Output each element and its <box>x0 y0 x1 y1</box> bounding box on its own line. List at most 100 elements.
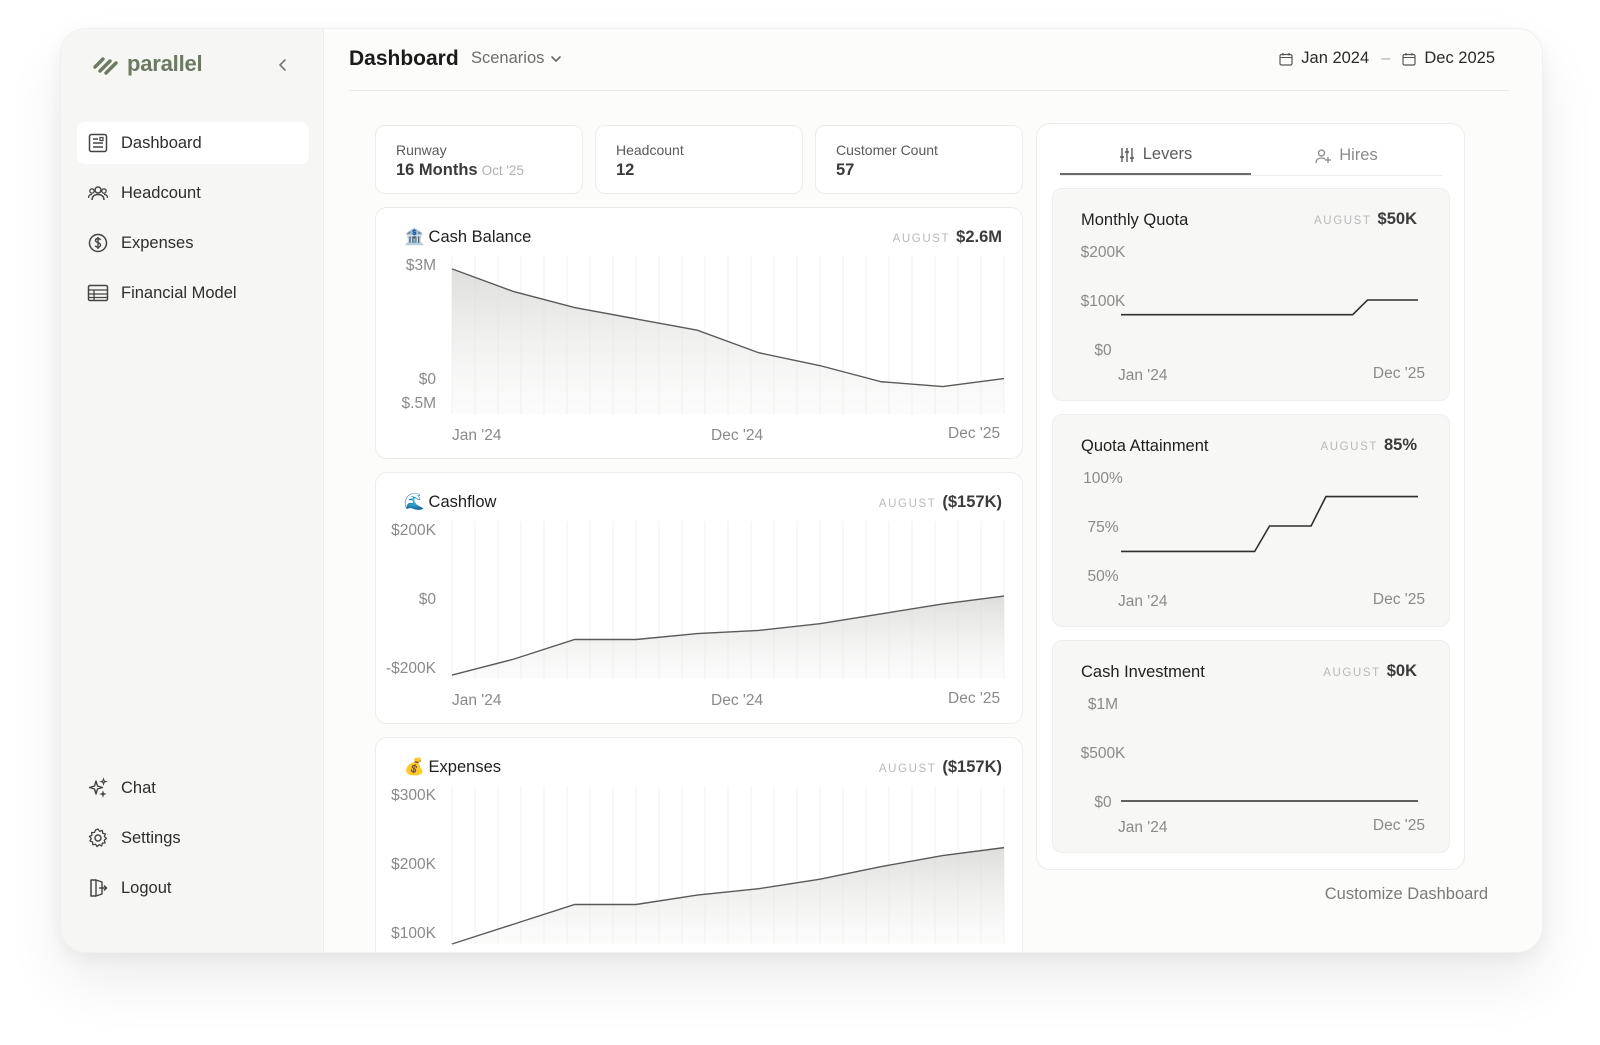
monthly-quota-chart: $200K $100K $0 Jan '24 Dec '25 <box>1081 244 1425 384</box>
levers-panel: Levers Hires Monthly Quota AUGUST $50K $2… <box>1036 123 1465 870</box>
tab-label: Levers <box>1142 145 1193 163</box>
y-tick-label: 75% <box>1087 519 1118 536</box>
sidebar-item-logout[interactable]: Logout <box>77 867 309 909</box>
series-line <box>1121 495 1418 553</box>
sidebar-item-settings[interactable]: Settings <box>77 817 309 859</box>
y-tick-label: $200K <box>1081 244 1126 261</box>
sliders-icon <box>1119 147 1134 162</box>
parallel-logo-icon <box>93 57 118 75</box>
y-tick-label: -$200K <box>386 660 437 677</box>
scenarios-dropdown[interactable]: Scenarios <box>471 49 562 68</box>
tab-hires[interactable]: Hires <box>1251 136 1442 175</box>
x-tick-label: Dec '24 <box>711 427 763 444</box>
stat-sub: Oct '25 <box>481 163 524 178</box>
series-line <box>451 268 1005 388</box>
august-value: AUGUST ($157K) <box>879 493 1002 512</box>
money-bag-icon: 💰 <box>404 758 425 776</box>
sidebar-item-headcount[interactable]: Headcount <box>77 172 309 214</box>
cash-investment-card: Cash Investment AUGUST $0K $1M $500K $0 Jan … <box>1052 640 1450 853</box>
august-value: AUGUST ($157K) <box>879 758 1002 777</box>
collapse-sidebar-button[interactable] <box>273 55 293 75</box>
aug-value: $0K <box>1386 662 1417 680</box>
bank-icon: 🏦 <box>404 228 425 246</box>
date-separator: – <box>1381 49 1391 67</box>
top-header: Dashboard Scenarios Jan 2024 – Dec 2025 <box>349 29 1509 91</box>
card-title: Cash Investment <box>1081 663 1205 681</box>
users-icon <box>87 186 109 201</box>
date-start[interactable]: Jan 2024 <box>1301 49 1370 67</box>
dollar-circle-icon <box>88 233 108 253</box>
august-value: AUGUST $2.6M <box>893 228 1002 247</box>
card-title-text: Expenses <box>428 758 502 776</box>
wave-icon: 🌊 <box>404 493 425 511</box>
cash-investment-chart: $1M $500K $0 Jan '24 Dec '25 <box>1081 696 1425 836</box>
tab-label: Hires <box>1339 146 1378 164</box>
user-plus-icon <box>1315 148 1332 163</box>
page-title: Dashboard <box>349 47 459 70</box>
aug-value: ($157K) <box>942 758 1002 776</box>
x-tick-label: Jan '24 <box>452 692 502 709</box>
logout-icon <box>90 879 108 897</box>
logo[interactable]: parallel <box>93 51 203 77</box>
sidebar-item-financial-model[interactable]: Financial Model <box>77 272 309 314</box>
y-tick-label: $500K <box>1081 745 1126 762</box>
card-title: 💰 Expenses <box>404 758 501 777</box>
sidebar-item-label: Headcount <box>121 183 201 202</box>
cash-balance-chart: $3M $0 $.5M Jan '24 Dec '24 Dec '25 <box>402 256 1005 444</box>
x-tick-label: Jan '24 <box>452 427 502 444</box>
card-title: 🏦 Cash Balance <box>404 228 531 247</box>
sidebar-bottom-nav: Chat Settings Logout <box>77 767 309 917</box>
expenses-card: 💰 Expenses AUGUST ($157K) $300K $200K $100K <box>375 737 1023 952</box>
date-range-picker: Jan 2024 – Dec 2025 <box>1279 49 1495 68</box>
calendar-icon <box>1402 52 1416 66</box>
stat-value: 12 <box>616 161 635 179</box>
cash-balance-card: 🏦 Cash Balance AUGUST $2.6M $3M $0 $.5M Jan '… <box>375 207 1023 459</box>
x-tick-label: Dec '25 <box>1373 591 1425 608</box>
stat-value: 16 Months Oct '25 <box>396 161 562 180</box>
series-line <box>451 595 1005 676</box>
stat-value: 57 <box>836 161 855 179</box>
aug-label: AUGUST <box>1320 441 1378 453</box>
y-tick-label: $0 <box>1094 794 1112 811</box>
x-tick-label: Jan '24 <box>1118 367 1168 384</box>
sidebar-item-label: Dashboard <box>121 133 202 152</box>
aug-label: AUGUST <box>1314 215 1372 227</box>
sidebar-item-label: Settings <box>121 828 181 847</box>
card-title: Quota Attainment <box>1081 437 1209 455</box>
tab-levers[interactable]: Levers <box>1060 136 1251 175</box>
august-value: AUGUST $50K <box>1314 210 1417 229</box>
x-tick-label: Jan '24 <box>1118 819 1168 836</box>
gear-icon <box>88 828 108 848</box>
aug-value: $50K <box>1377 210 1417 228</box>
quota-attainment-card: Quota Attainment AUGUST 85% 100% 75% 50% Jan… <box>1052 414 1450 627</box>
y-tick-label: $0 <box>1094 342 1112 359</box>
august-value: AUGUST $0K <box>1323 662 1417 681</box>
expenses-chart: $300K $200K $100K <box>391 786 1005 945</box>
x-tick-label: Dec '25 <box>948 690 1000 707</box>
panel-tabs: Levers Hires <box>1060 136 1442 176</box>
sidebar-item-dashboard[interactable]: Dashboard <box>77 122 309 164</box>
aug-label: AUGUST <box>878 498 937 510</box>
series-line <box>451 846 1005 945</box>
y-tick-label: $0 <box>419 371 437 388</box>
sidebar-item-label: Financial Model <box>121 283 237 302</box>
aug-label: AUGUST <box>1323 667 1381 679</box>
sidebar: parallel Dashboard Headcount Expenses Fi… <box>61 29 324 952</box>
y-tick-label: $3M <box>406 257 436 274</box>
sidebar-item-chat[interactable]: Chat <box>77 767 309 809</box>
customize-dashboard-link[interactable]: Customize Dashboard <box>1324 885 1488 903</box>
x-tick-label: Jan '24 <box>1118 593 1168 610</box>
august-value: AUGUST 85% <box>1320 436 1417 455</box>
stat-card-headcount: Headcount 12 <box>595 125 803 194</box>
calendar-icon <box>1279 52 1293 66</box>
x-tick-label: Dec '25 <box>948 425 1000 442</box>
y-tick-label: 50% <box>1087 568 1118 585</box>
card-title-text: Cashflow <box>428 493 497 511</box>
chevron-down-icon <box>551 55 562 62</box>
aug-value: ($157K) <box>942 493 1002 511</box>
date-end[interactable]: Dec 2025 <box>1424 49 1495 67</box>
cashflow-card: 🌊 Cashflow AUGUST ($157K) $200K $0 -$200K Jan… <box>375 472 1023 724</box>
table-icon <box>87 284 109 302</box>
sidebar-item-expenses[interactable]: Expenses <box>77 222 309 264</box>
dashboard-icon <box>88 133 108 153</box>
